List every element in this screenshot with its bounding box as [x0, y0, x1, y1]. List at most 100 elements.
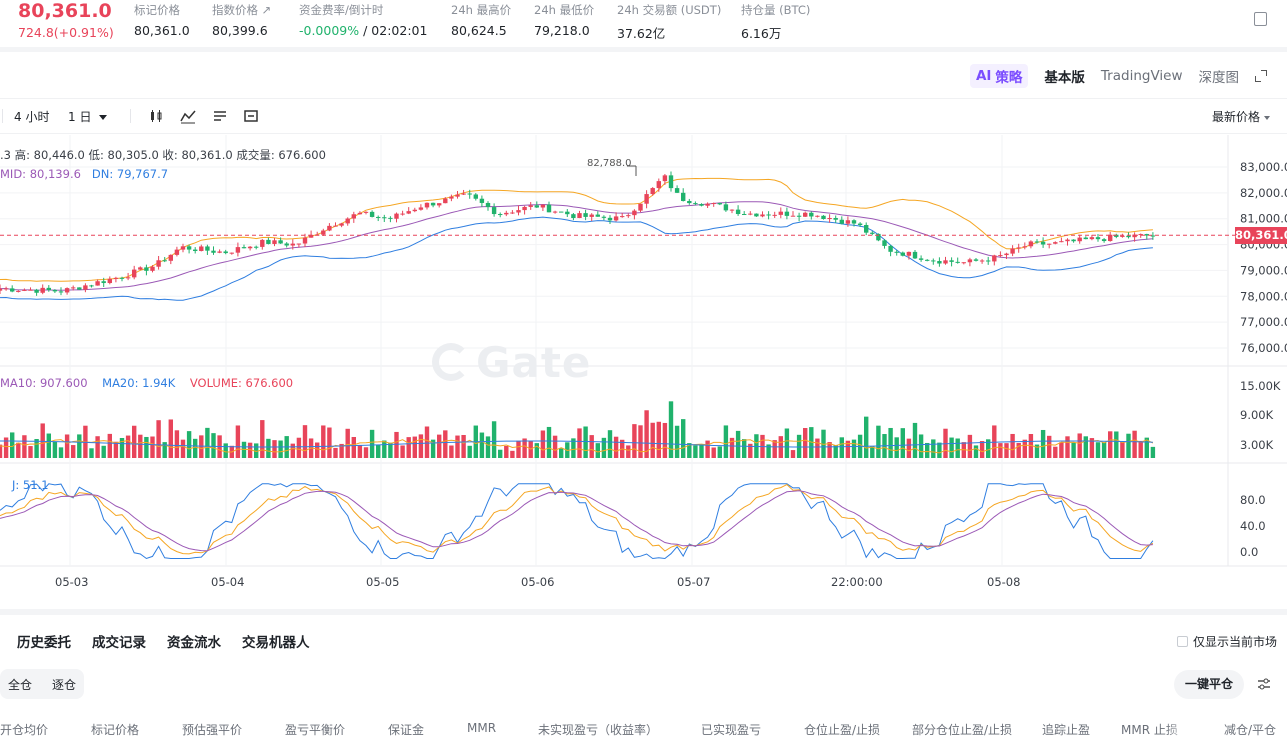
volume-bar — [40, 423, 45, 458]
candlestick-icon[interactable] — [148, 108, 164, 124]
volume-bar — [186, 431, 192, 458]
candle — [894, 251, 899, 253]
x-tick-label: 05-06 — [521, 575, 554, 589]
volume-bar — [1077, 433, 1082, 458]
volume-bar — [357, 445, 363, 458]
interval-4h[interactable]: 4 小时 — [14, 110, 50, 124]
tab-trade-history[interactable]: 成交记录 — [92, 635, 146, 651]
volume-bar — [247, 442, 253, 458]
stat-index-price[interactable]: 指数价格 ↗ 80,399.6 — [212, 3, 272, 38]
volume-bar — [723, 425, 729, 458]
indicator-icon[interactable] — [180, 108, 196, 124]
boll-lower-line — [0, 216, 1153, 301]
candle — [125, 277, 131, 279]
volume-bar — [406, 437, 411, 458]
volume-bar — [870, 446, 875, 458]
x-tick-label: 05-03 — [55, 575, 88, 589]
candle — [64, 288, 70, 293]
volume-bar — [552, 435, 558, 458]
book-icon[interactable] — [1254, 12, 1267, 26]
volume-bar — [1126, 433, 1131, 458]
candle — [89, 285, 94, 287]
candle — [254, 246, 259, 248]
volume-bar — [1108, 431, 1113, 458]
candle — [827, 217, 832, 220]
volume-bar — [64, 434, 70, 458]
y-tick-label: 77,000.0 — [1240, 315, 1287, 329]
candle — [302, 237, 308, 244]
candle — [479, 198, 485, 203]
candle — [394, 213, 399, 219]
isolated-margin-button[interactable]: 逐仓 — [52, 677, 77, 692]
volume-bar — [144, 436, 149, 458]
volume-bar — [650, 422, 655, 458]
only-current-market-toggle[interactable]: 仅显示当前市场 — [1176, 633, 1277, 650]
volume-bar — [1083, 436, 1088, 458]
candle — [351, 214, 356, 219]
candle — [504, 212, 509, 215]
volume-bar — [583, 426, 588, 458]
candle — [1010, 248, 1015, 254]
candle — [1138, 234, 1143, 236]
volume-bar — [1016, 442, 1021, 458]
volume-bar — [1138, 440, 1143, 458]
tab-trading-bot[interactable]: 交易机器人 — [242, 635, 310, 651]
ai-strategy-tab[interactable]: AI 策略 — [969, 64, 1029, 88]
volume-bar — [687, 443, 692, 458]
volume-bar — [71, 445, 76, 458]
volume-bar — [89, 448, 94, 458]
volume-bar — [101, 445, 106, 458]
chart-toolbar: 4 小时 1 日 最新价格 — [0, 98, 1287, 134]
kline-chart[interactable]: 83,000.082,000.081,000.080,000.079,000.0… — [0, 135, 1287, 609]
tab-fund-flow[interactable]: 资金流水 — [167, 635, 221, 651]
candle — [839, 219, 844, 224]
tab-depth[interactable]: 深度图 — [1198, 70, 1240, 86]
col-unrealized-pnl: 未实现盈亏（收益率） — [538, 723, 659, 737]
volume-bar — [1004, 443, 1009, 458]
volume-tick-label: 9.00K — [1240, 408, 1274, 422]
candle — [308, 234, 314, 238]
volume-bar — [174, 430, 180, 458]
tab-tradingview[interactable]: TradingView — [1100, 68, 1183, 84]
volume-bar — [34, 439, 39, 458]
candle — [272, 240, 277, 244]
volume-bar — [1101, 442, 1107, 458]
tab-basic[interactable]: 基本版 — [1044, 70, 1085, 86]
price-type-select[interactable]: 最新价格 — [1212, 108, 1271, 125]
volume-bar — [272, 440, 277, 458]
volume-bar — [1040, 429, 1046, 458]
last-price: 80,361.0 — [18, 0, 112, 22]
filter-icon[interactable] — [1257, 677, 1271, 691]
list-settings-icon[interactable] — [212, 108, 228, 124]
volume-bar — [742, 439, 747, 458]
candle — [845, 220, 851, 224]
volume-bar — [223, 443, 228, 458]
tab-order-history[interactable]: 历史委托 — [17, 635, 71, 651]
candle — [949, 260, 954, 262]
volume-bar — [138, 434, 143, 458]
volume-bar — [345, 428, 350, 458]
volume-bar — [180, 439, 186, 458]
col-liq-price: 预估强平价 — [182, 723, 243, 737]
candle — [552, 211, 558, 213]
interval-select[interactable]: 1 日 — [68, 108, 108, 125]
candle — [1016, 247, 1021, 249]
candle — [528, 205, 533, 207]
candle — [803, 212, 808, 217]
cross-margin-button[interactable]: 全仓 — [8, 677, 33, 692]
volume-bar — [400, 445, 405, 458]
volume-bar — [632, 424, 637, 458]
chart-settings-icon[interactable] — [243, 108, 259, 124]
close-all-button[interactable]: 一键平仓 — [1174, 670, 1244, 699]
volume-bar — [1034, 444, 1040, 458]
volume-bar — [388, 442, 393, 458]
candle — [601, 216, 607, 218]
candle — [638, 203, 643, 211]
fullscreen-icon[interactable] — [1255, 70, 1267, 82]
y-tick-label: 83,000.0 — [1240, 160, 1287, 174]
volume-bar — [333, 447, 338, 458]
checkbox[interactable] — [1176, 636, 1188, 647]
candle — [449, 196, 454, 199]
volume-bar — [595, 443, 600, 458]
volume-ma20-line — [0, 440, 1153, 448]
